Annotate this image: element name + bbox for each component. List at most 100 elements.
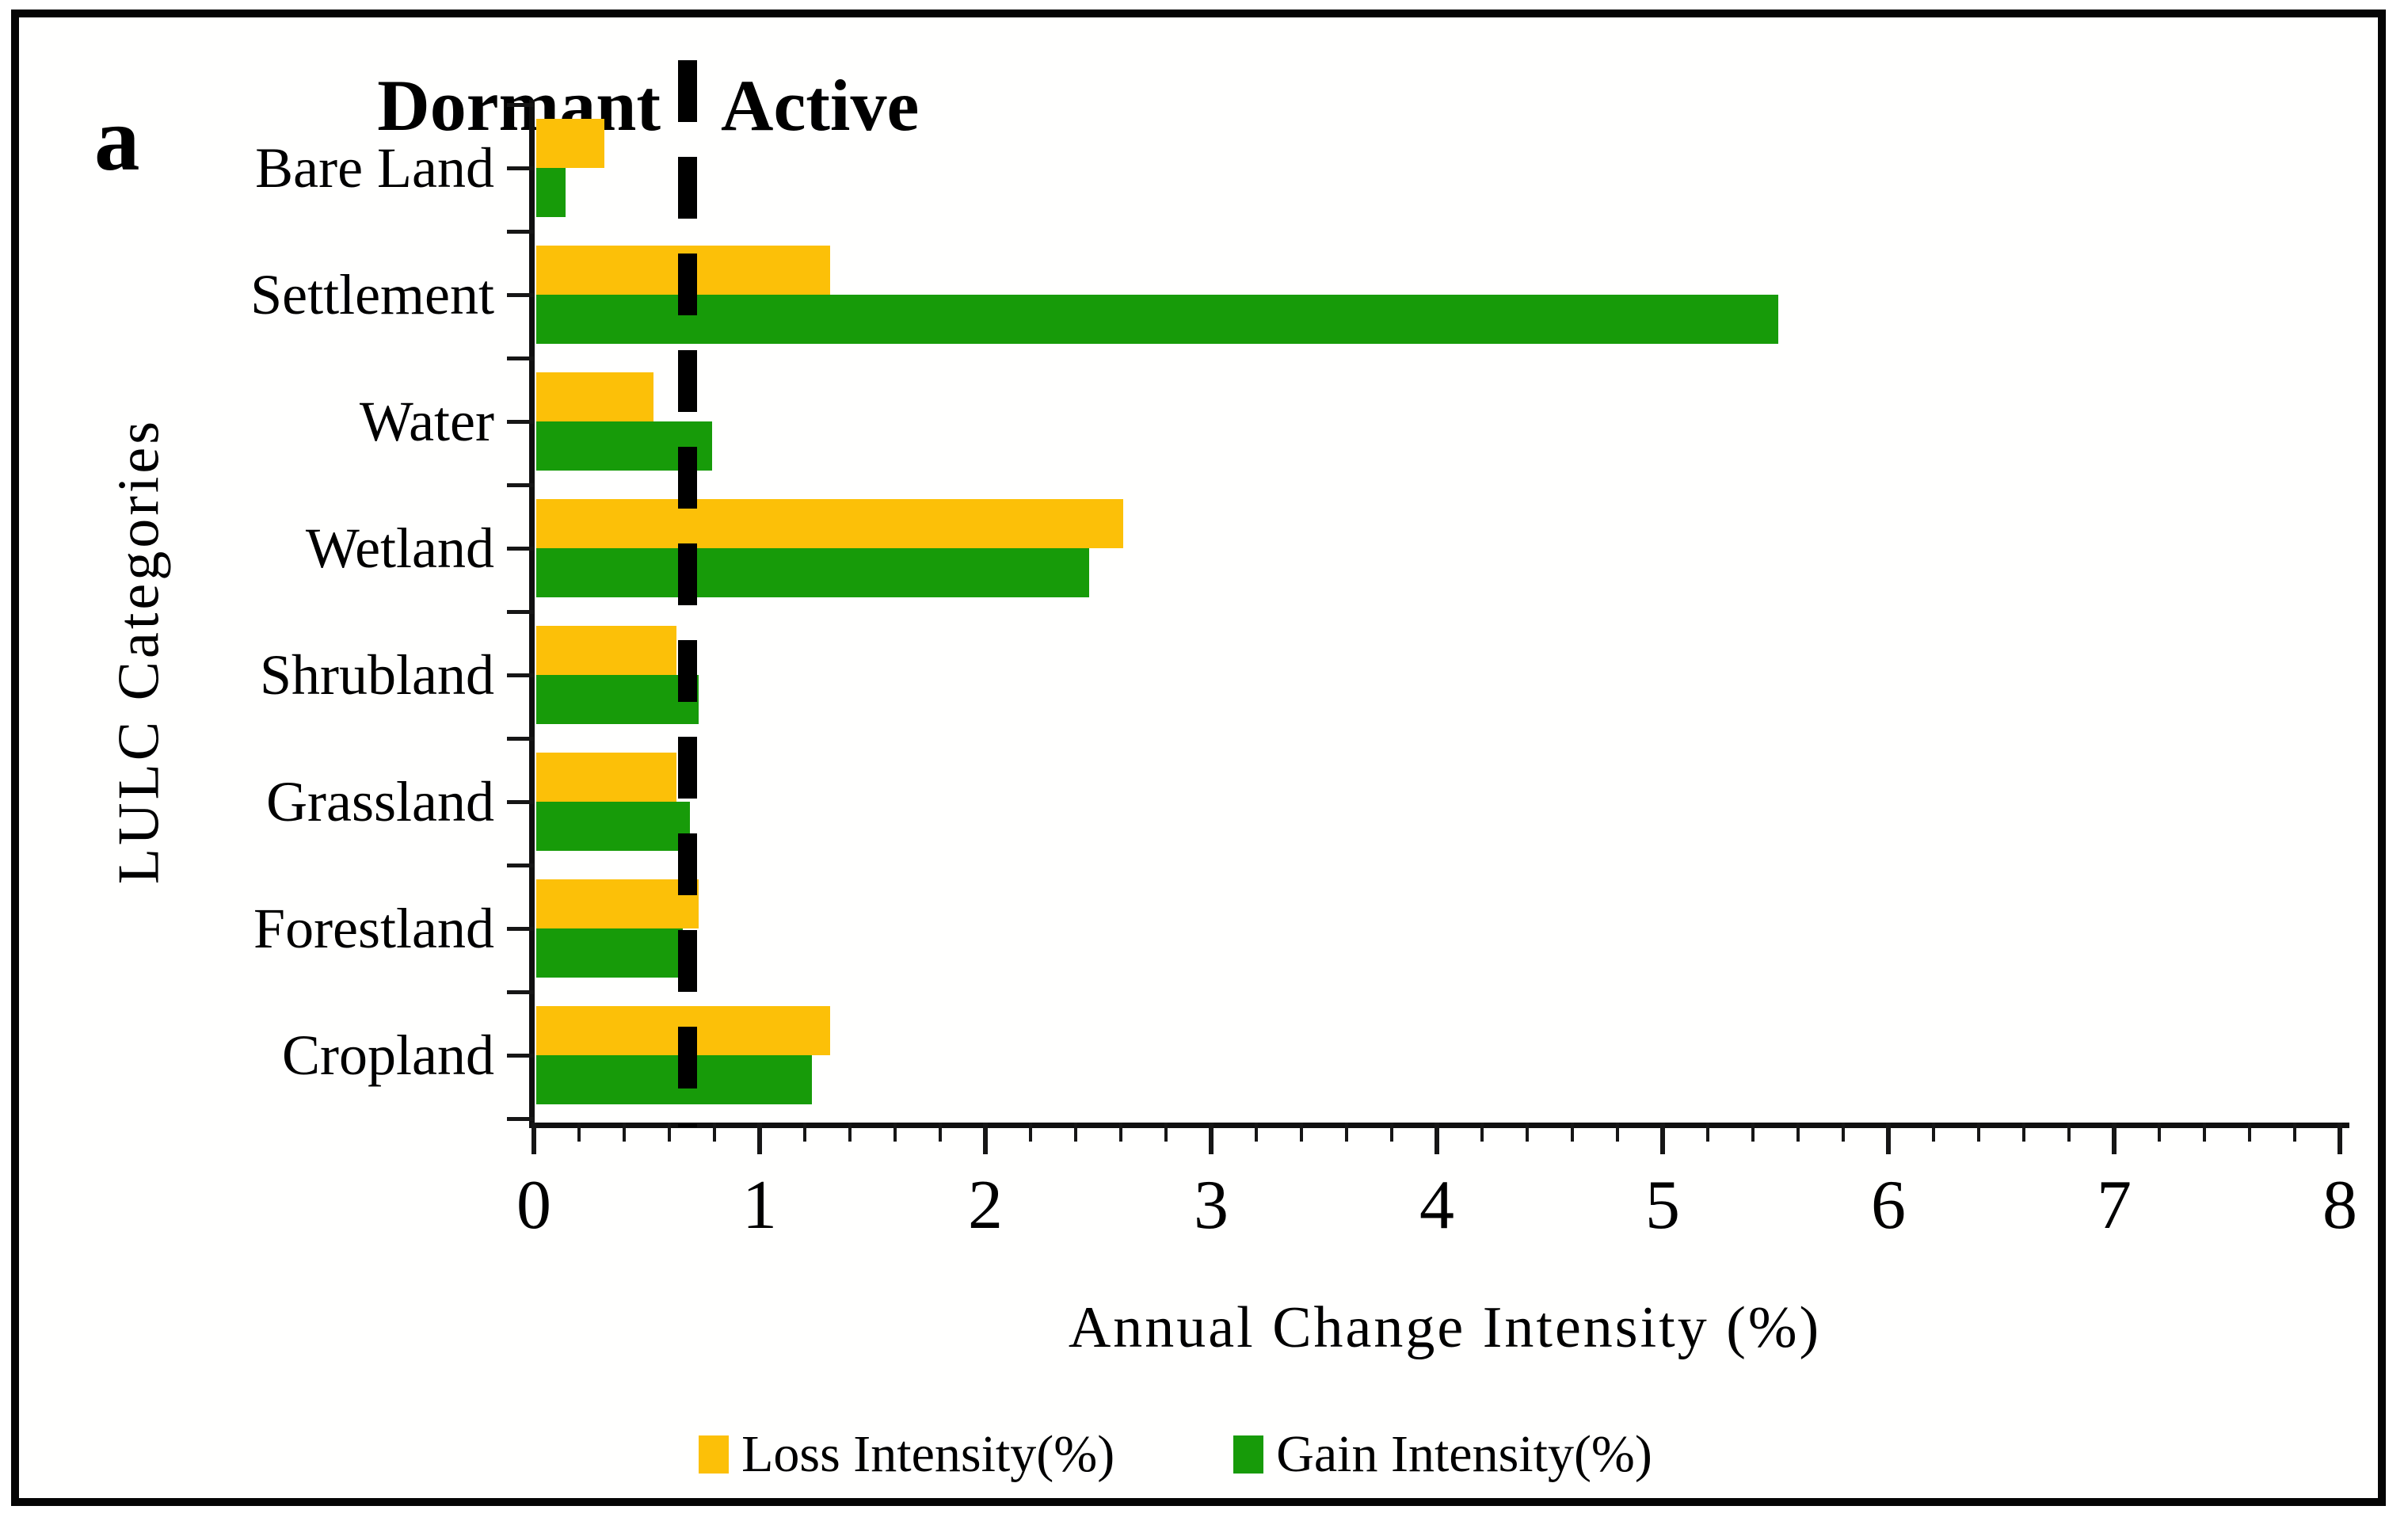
x-axis-title: Annual Change Intensity (%) <box>1068 1295 1822 1360</box>
x-tick-label-8: 8 <box>2322 1167 2357 1244</box>
y-axis-tick <box>507 103 534 107</box>
x-axis-minor-tick <box>1119 1123 1122 1142</box>
y-axis-tick <box>507 230 534 234</box>
x-axis-minor-tick <box>1164 1123 1168 1142</box>
category-label-cropland: Cropland <box>282 1024 494 1087</box>
x-axis-major-tick <box>2112 1123 2117 1154</box>
y-axis-tick <box>507 1054 534 1058</box>
x-axis-minor-tick <box>1300 1123 1303 1142</box>
legend-item-loss-intensity-: Loss Intensity(%) <box>699 1426 1114 1483</box>
x-tick-label-3: 3 <box>1194 1167 1229 1244</box>
x-axis-minor-tick <box>1706 1123 1709 1142</box>
x-axis-major-tick <box>1435 1123 1439 1154</box>
bar-loss-wetland <box>536 499 1123 548</box>
legend: Loss Intensity(%) Gain Intensity(%) <box>463 1426 1888 1483</box>
x-axis-minor-tick <box>1796 1123 1800 1142</box>
x-axis-minor-tick <box>893 1123 897 1142</box>
zone-label-active: Active <box>721 65 920 146</box>
x-axis-major-tick <box>1209 1123 1214 1154</box>
x-axis-minor-tick <box>2022 1123 2025 1142</box>
y-axis-tick <box>507 483 534 487</box>
y-axis-tick <box>507 356 534 360</box>
x-axis-minor-tick <box>1751 1123 1755 1142</box>
x-axis-minor-tick <box>939 1123 942 1142</box>
x-axis-minor-tick <box>577 1123 581 1142</box>
x-axis-minor-tick <box>2293 1123 2296 1142</box>
bar-gain-settlement <box>536 295 1778 344</box>
x-axis-minor-tick <box>1571 1123 1574 1142</box>
x-axis-minor-tick <box>713 1123 716 1142</box>
x-axis-major-tick <box>532 1123 536 1154</box>
x-axis-major-tick <box>1886 1123 1891 1154</box>
category-label-settlement: Settlement <box>250 263 494 326</box>
y-axis-tick <box>507 1117 534 1121</box>
x-axis-major-tick <box>1660 1123 1665 1154</box>
x-axis-minor-tick <box>1345 1123 1348 1142</box>
y-axis-tick <box>507 800 534 804</box>
x-tick-label-2: 2 <box>968 1167 1003 1244</box>
category-label-bare-land: Bare Land <box>255 136 494 200</box>
x-axis-minor-tick <box>2158 1123 2161 1142</box>
x-axis-minor-tick <box>1074 1123 1077 1142</box>
x-axis-minor-tick <box>2067 1123 2071 1142</box>
x-axis-minor-tick <box>1977 1123 1980 1142</box>
category-label-wetland: Wetland <box>305 517 494 580</box>
bar-gain-bare-land <box>536 168 566 217</box>
x-axis-major-tick <box>983 1123 988 1154</box>
category-label-forestland: Forestland <box>253 897 494 960</box>
y-axis-tick <box>507 737 534 741</box>
bar-gain-forestland <box>536 928 684 978</box>
bar-loss-bare-land <box>536 119 604 168</box>
x-axis-minor-tick <box>1390 1123 1393 1142</box>
category-label-water: Water <box>359 390 494 453</box>
x-axis-major-tick <box>757 1123 762 1154</box>
x-axis-minor-tick <box>1616 1123 1619 1142</box>
y-axis-tick <box>507 166 534 170</box>
category-label-shrubland: Shrubland <box>260 643 494 707</box>
x-axis-line <box>529 1123 2349 1128</box>
y-axis-tick <box>507 927 534 931</box>
x-tick-label-7: 7 <box>2097 1167 2132 1244</box>
x-axis-minor-tick <box>1932 1123 1935 1142</box>
legend-label: Loss Intensity(%) <box>741 1425 1115 1483</box>
x-axis-minor-tick <box>1255 1123 1258 1142</box>
bar-loss-water <box>536 372 654 421</box>
y-axis-tick <box>507 293 534 297</box>
bar-gain-cropland <box>536 1055 812 1104</box>
category-label-grassland: Grassland <box>266 770 494 833</box>
y-axis-tick <box>507 420 534 424</box>
x-axis-minor-tick <box>2203 1123 2206 1142</box>
x-axis-minor-tick <box>1029 1123 1032 1142</box>
legend-swatch-icon <box>1233 1435 1264 1474</box>
y-axis-tick <box>507 673 534 677</box>
x-tick-label-0: 0 <box>516 1167 551 1244</box>
x-axis-minor-tick <box>803 1123 806 1142</box>
bar-gain-wetland <box>536 548 1090 597</box>
y-axis-tick <box>507 990 534 994</box>
x-axis-minor-tick <box>1526 1123 1529 1142</box>
bar-loss-shrubland <box>536 626 676 675</box>
x-tick-label-4: 4 <box>1419 1167 1454 1244</box>
legend-item-gain-intensity-: Gain Intensity(%) <box>1233 1426 1652 1483</box>
y-axis-tick <box>507 547 534 551</box>
legend-swatch-icon <box>699 1435 730 1474</box>
y-axis-tick <box>507 610 534 614</box>
panel-label: a <box>94 89 140 189</box>
x-axis-major-tick <box>2338 1123 2342 1154</box>
x-axis-minor-tick <box>848 1123 852 1142</box>
bar-gain-shrubland <box>536 675 699 724</box>
legend-label: Gain Intensity(%) <box>1276 1425 1652 1483</box>
x-axis-minor-tick <box>668 1123 671 1142</box>
bar-loss-forestland <box>536 879 699 928</box>
bar-loss-grassland <box>536 753 676 802</box>
threshold-dashed-line <box>677 60 697 1127</box>
bar-gain-grassland <box>536 802 690 851</box>
x-tick-label-6: 6 <box>1871 1167 1906 1244</box>
y-axis-tick <box>507 864 534 867</box>
x-axis-minor-tick <box>1480 1123 1484 1142</box>
x-axis-minor-tick <box>2248 1123 2251 1142</box>
x-axis-minor-tick <box>1842 1123 1845 1142</box>
x-tick-label-5: 5 <box>1645 1167 1680 1244</box>
x-axis-minor-tick <box>623 1123 626 1142</box>
